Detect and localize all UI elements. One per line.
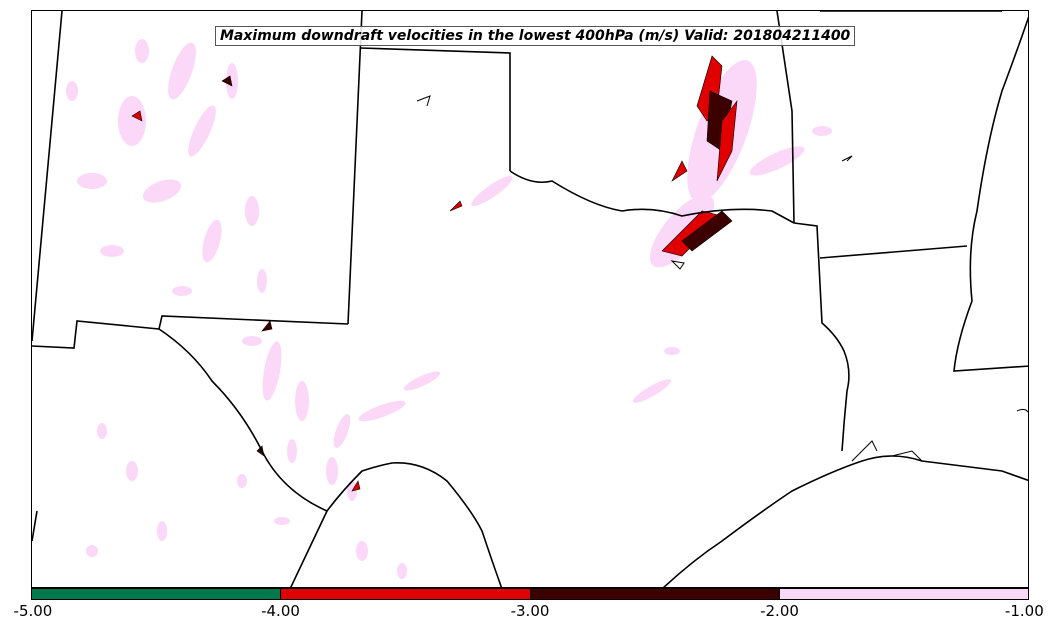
colorbar-tick-label: -4.00 xyxy=(261,602,300,620)
map-title: Maximum downdraft velocities in the lowe… xyxy=(215,26,856,46)
colorbar-tick-label: -5.00 xyxy=(13,602,53,620)
map-panel: Maximum downdraft velocities in the lowe… xyxy=(31,10,1029,588)
colorbar-segment xyxy=(280,589,530,599)
colorbar-tick-label: -1.00 xyxy=(1004,602,1044,620)
strong-downdraft-cores xyxy=(131,55,738,492)
colorbar-segment xyxy=(529,589,779,599)
boundary-lines xyxy=(32,11,1028,587)
colorbar-segment xyxy=(778,589,1028,599)
colorbar xyxy=(31,588,1029,600)
map-canvas xyxy=(32,11,1028,587)
coast-detail xyxy=(416,95,1028,462)
colorbar-segment xyxy=(32,589,281,599)
colorbar-tick-label: -3.00 xyxy=(510,602,550,620)
colorbar-tick-label: -2.00 xyxy=(760,602,799,620)
